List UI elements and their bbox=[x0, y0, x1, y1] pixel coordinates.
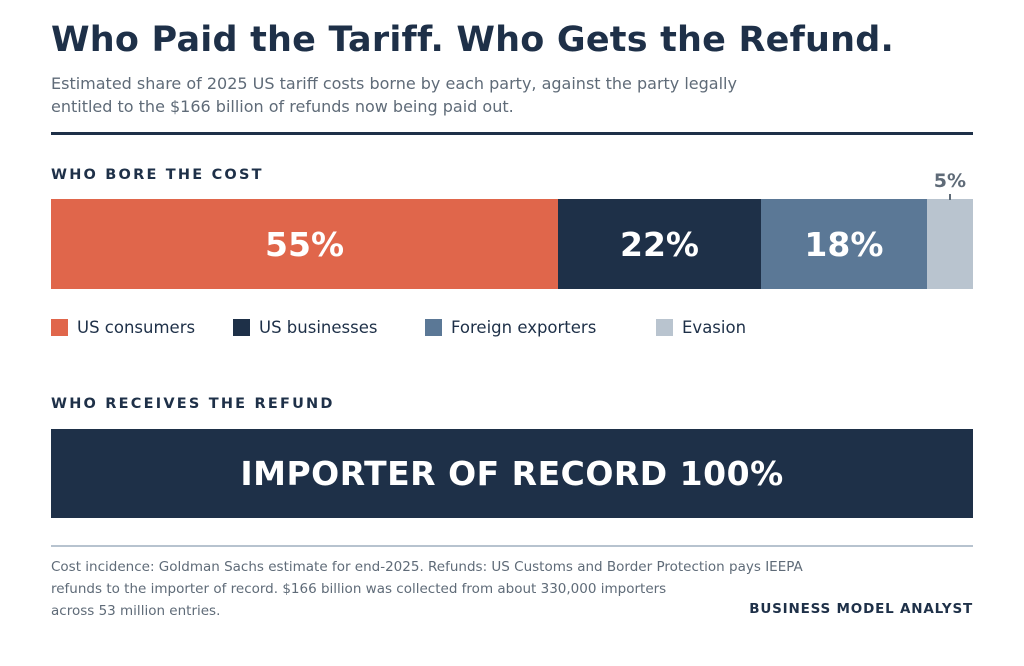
cost-bar-callout-label: 5% bbox=[933, 170, 967, 192]
footer-divider bbox=[51, 545, 973, 547]
legend-label: Evasion bbox=[682, 318, 747, 337]
subtitle-line: entitled to the $166 billion of refunds … bbox=[51, 97, 514, 116]
cost-bar-value-label: 22% bbox=[620, 224, 699, 264]
chart-subtitle: Estimated share of 2025 US tariff costs … bbox=[51, 72, 831, 118]
subtitle-line: Estimated share of 2025 US tariff costs … bbox=[51, 74, 737, 93]
legend-item: Evasion bbox=[656, 318, 746, 337]
legend-label: US businesses bbox=[259, 318, 378, 337]
cost-section-label: WHO BORE THE COST bbox=[51, 167, 264, 183]
footnote-line: Cost incidence: Goldman Sachs estimate f… bbox=[51, 559, 803, 575]
footnote-line: across 53 million entries. bbox=[51, 603, 221, 619]
legend-label: US consumers bbox=[77, 318, 196, 337]
cost-bar-value-label: 55% bbox=[265, 224, 345, 264]
source-footnote: Cost incidence: Goldman Sachs estimate f… bbox=[51, 556, 881, 622]
cost-bar-segment-us-businesses: 22% bbox=[558, 199, 761, 289]
legend-swatch bbox=[425, 319, 442, 336]
callout-leader-tick bbox=[949, 194, 951, 200]
header-divider bbox=[51, 132, 973, 135]
cost-bar-segment-us-consumers: 55% bbox=[51, 199, 559, 289]
legend-item: Foreign exporters bbox=[425, 318, 596, 337]
refund-bar-segment: IMPORTER OF RECORD 100% bbox=[51, 429, 973, 518]
cost-legend: US consumers US businesses Foreign exporte… bbox=[51, 318, 973, 338]
refund-bar-label: IMPORTER OF RECORD 100% bbox=[240, 454, 784, 493]
chart-title: Who Paid the Tariff. Who Gets the Refund… bbox=[51, 20, 894, 60]
legend-item: US consumers bbox=[51, 318, 195, 337]
legend-label: Foreign exporters bbox=[451, 318, 597, 337]
refund-section-label: WHO RECEIVES THE REFUND bbox=[51, 396, 335, 412]
cost-stacked-bar: 55% 22% 18% bbox=[51, 199, 973, 289]
legend-swatch bbox=[656, 319, 673, 336]
cost-bar-segment-evasion bbox=[926, 199, 973, 289]
legend-item: US businesses bbox=[233, 318, 377, 337]
legend-swatch bbox=[233, 319, 250, 336]
brand-label: BUSINESS MODEL ANALYST bbox=[749, 601, 973, 617]
legend-swatch bbox=[51, 319, 68, 336]
cost-bar-value-label: 18% bbox=[804, 224, 884, 264]
cost-bar-segment-foreign-exporters: 18% bbox=[760, 199, 927, 289]
footnote-line: refunds to the importer of record. $166 … bbox=[51, 581, 667, 597]
